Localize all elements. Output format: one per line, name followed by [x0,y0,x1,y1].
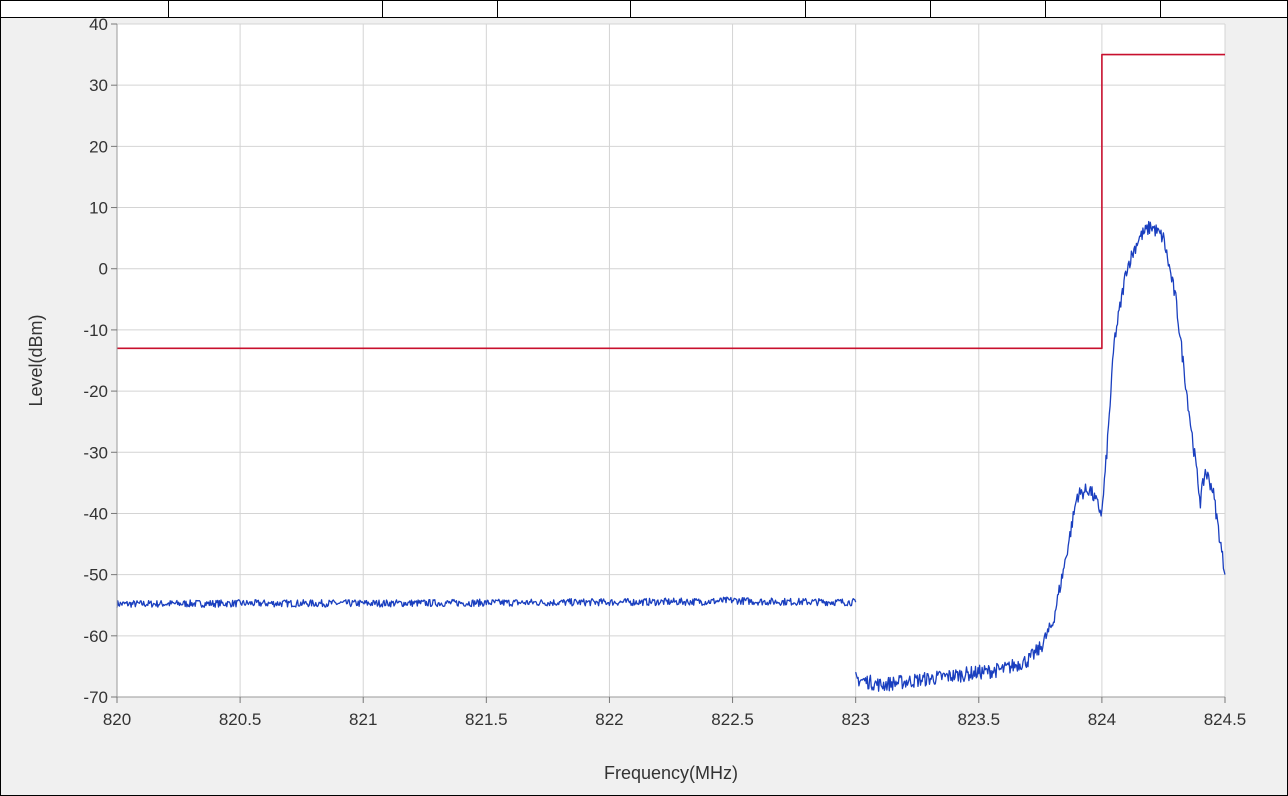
series-line-0 [117,53,1225,350]
y-tick-label: -50 [83,566,108,585]
y-tick-label: -60 [83,627,108,646]
plot-area [117,24,1225,697]
y-axis-label: Level(dBm) [26,314,46,406]
x-tick-label: 820.5 [219,710,262,729]
axis-ticks: 820 820.5 821 821.5 822 822.5 823 823.5 824 824.5… [83,15,1246,729]
y-tick-label: -40 [83,504,108,523]
gridlines [116,23,1226,698]
x-tick-label: 821 [349,710,377,729]
y-tick-label: 10 [89,199,108,218]
y-tick-label: -20 [83,382,108,401]
x-tick-label: 824.5 [1204,710,1247,729]
x-tick-label: 824 [1088,710,1116,729]
x-tick-label: 822.5 [711,710,754,729]
series-line-1 [116,596,857,608]
y-tick-label: 20 [89,137,108,156]
y-tick-label: 30 [89,76,108,95]
x-tick-label: 822 [595,710,623,729]
series-layer [116,53,1226,692]
table-header-strip [0,0,1288,18]
y-tick-label: -70 [83,688,108,707]
x-tick-label: 821.5 [465,710,508,729]
y-tick-label: -30 [83,443,108,462]
x-axis-label: Frequency(MHz) [604,763,738,783]
y-tick-label: 0 [99,260,108,279]
x-tick-label: 823 [841,710,869,729]
header-dividers [168,0,1161,18]
y-tick-label: -10 [83,321,108,340]
y-tick-label: 40 [89,15,108,34]
series-line-2 [855,220,1226,692]
x-tick-label: 823.5 [958,710,1001,729]
x-tick-label: 820 [103,710,131,729]
